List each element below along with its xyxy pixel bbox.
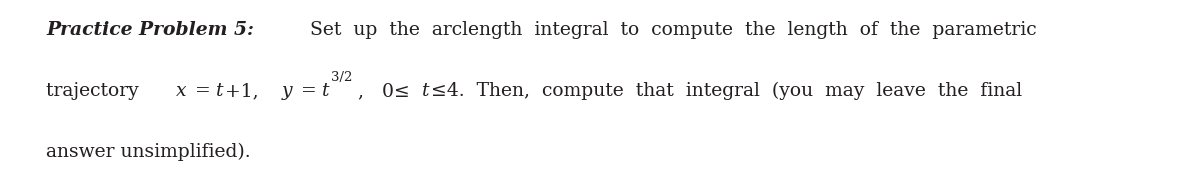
Text: Practice Problem 5:: Practice Problem 5: [46, 21, 254, 39]
Text: y: y [282, 82, 293, 100]
Text: t: t [422, 82, 430, 100]
Text: t: t [216, 82, 223, 100]
Text: x: x [176, 82, 186, 100]
Text: =: = [295, 82, 317, 100]
Text: =: = [190, 82, 211, 100]
Text: t: t [322, 82, 330, 100]
Text: answer unsimplified).: answer unsimplified). [46, 143, 251, 161]
Text: +1,: +1, [226, 82, 271, 100]
Text: ≤4.  Then,  compute  that  integral  (you  may  leave  the  final: ≤4. Then, compute that integral (you may… [431, 82, 1022, 100]
Text: trajectory: trajectory [46, 82, 151, 100]
Text: 3/2: 3/2 [331, 71, 353, 84]
Text: ,   0≤: , 0≤ [358, 82, 409, 100]
Text: Set  up  the  arclength  integral  to  compute  the  length  of  the  parametric: Set up the arclength integral to compute… [304, 21, 1037, 39]
